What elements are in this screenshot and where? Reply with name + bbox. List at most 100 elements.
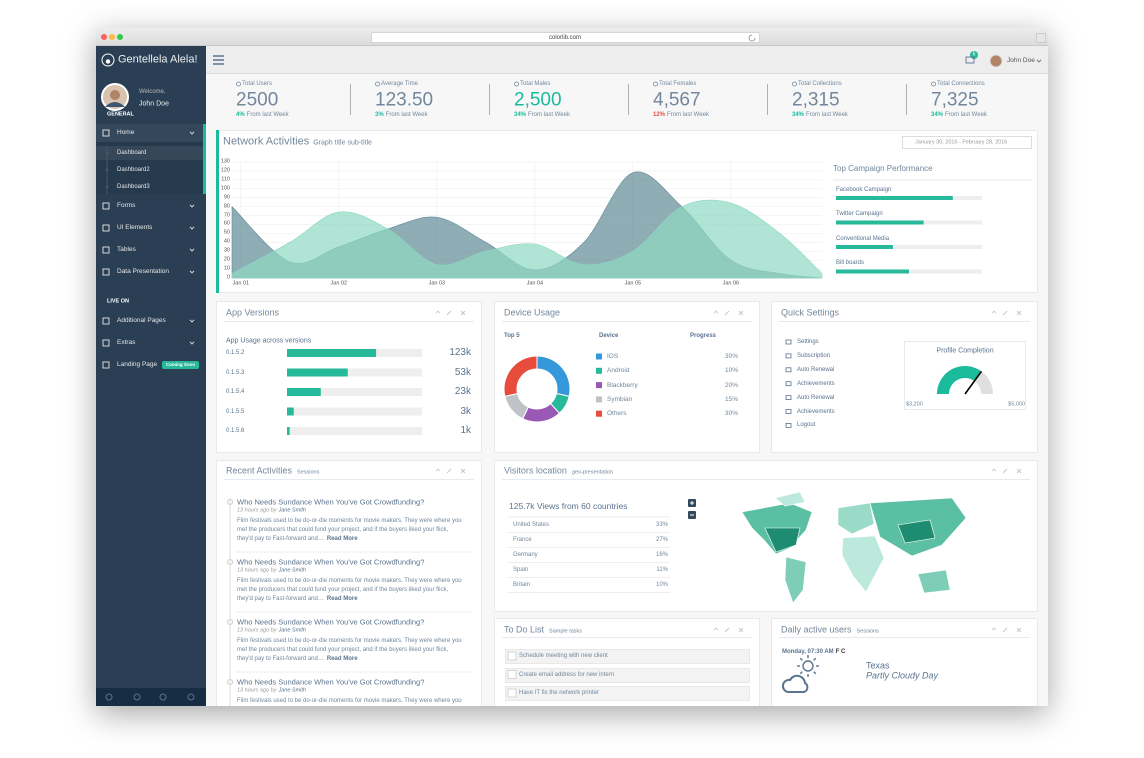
sun-ray	[813, 671, 817, 675]
stat-divider	[767, 84, 768, 115]
menu-item[interactable]: Additional Pages	[117, 316, 166, 324]
panel-header: Recent Activities Sessions	[226, 466, 319, 476]
activity-author[interactable]: Jane Smith	[278, 567, 306, 574]
stat-change-value: 34%	[514, 112, 527, 118]
activity-text: Film festivals used to be do-or-die mome…	[237, 578, 462, 603]
profile-box	[904, 341, 1026, 410]
avatar-head	[110, 90, 120, 100]
panel-subtitle: Sample tasks	[549, 628, 583, 635]
menu-item[interactable]: Extras	[117, 338, 136, 346]
submenu-item[interactable]: Dashboard2	[117, 167, 150, 173]
chevron	[991, 310, 997, 314]
version-track	[287, 368, 422, 377]
user-menu[interactable]: John Doe	[1007, 56, 1035, 64]
chevron	[189, 204, 195, 208]
submenu-item[interactable]: Dashboard	[117, 150, 147, 156]
version-bar	[287, 407, 294, 416]
menu-item[interactable]: Forms	[117, 201, 136, 209]
checkbox	[507, 670, 517, 679]
date: Monday, 07:30 AM	[782, 649, 834, 655]
url-bar	[371, 32, 760, 43]
y-tick-label: 120	[220, 167, 230, 174]
setting-link[interactable]: Settings	[797, 339, 819, 345]
todo-text[interactable]: Schedule meeting with new client	[519, 653, 608, 659]
y-tick-label: 0	[226, 274, 230, 281]
version-track	[287, 388, 422, 396]
topbar	[206, 46, 1048, 74]
setting-link[interactable]: Subscription	[797, 352, 831, 359]
activity-title[interactable]: Who Needs Sundance When You've Got Crowd…	[237, 677, 425, 687]
chevron	[189, 270, 195, 274]
avatar-body	[105, 102, 125, 107]
x-tick-label: Jan 06	[722, 280, 740, 287]
panel-header: To Do List Sample tasks	[504, 625, 582, 635]
menu-icon	[102, 246, 110, 254]
menu-item[interactable]: Tables	[117, 245, 136, 253]
panel-header: Visitors location geo-presentation	[504, 466, 613, 476]
version-bar	[287, 349, 377, 357]
version-bar	[287, 427, 290, 435]
tool-wrench	[724, 627, 730, 633]
chevron	[713, 310, 719, 314]
menu-item[interactable]: Data Presentation	[117, 267, 170, 275]
device-percent: 30%	[724, 409, 738, 417]
paw	[105, 59, 111, 64]
panel-title: App Versions	[226, 307, 280, 318]
device-usage-panel	[494, 301, 760, 453]
panel-header: Quick Settings	[781, 308, 844, 318]
sidebar-footer	[96, 688, 206, 706]
chevron	[1036, 59, 1042, 63]
activity-title[interactable]: Who Needs Sundance When You've Got Crowd…	[237, 497, 425, 507]
activity-author[interactable]: Jane Smith	[278, 687, 306, 694]
panel-header: Network Activities Graph title sub-title	[223, 136, 372, 148]
submenu-item[interactable]: Dashboard3	[117, 184, 150, 190]
campaign-bar	[836, 245, 893, 249]
activity-title[interactable]: Who Needs Sundance When You've Got Crowd…	[237, 617, 425, 627]
stat-change-value: 12%	[653, 112, 666, 118]
panel-header: Daily active users Sessions	[781, 625, 879, 635]
device-name: Android	[607, 367, 630, 375]
todo-text[interactable]: Create email address for new intern	[519, 671, 615, 678]
map-region	[841, 535, 885, 593]
read-more[interactable]: Read More	[326, 596, 358, 603]
todo-text[interactable]: Have IT fix the network printer	[519, 690, 599, 696]
legend-swatch	[596, 353, 602, 360]
x-tick-label: Jan 05	[624, 280, 642, 287]
activity-title[interactable]: Who Needs Sundance When You've Got Crowd…	[237, 557, 425, 567]
setting-link[interactable]: Auto Renewal	[797, 366, 835, 373]
panel-divider	[502, 321, 752, 322]
menu-icon	[102, 317, 110, 325]
version-label: 0.1.5.3	[226, 369, 245, 376]
menu-item[interactable]: Landing Page	[117, 360, 158, 368]
reload-icon	[748, 34, 756, 42]
tool-close	[738, 310, 744, 316]
stat-note: From last Week	[246, 112, 289, 118]
area	[231, 199, 823, 279]
setting-icon	[785, 367, 792, 373]
read-more[interactable]: Read More	[326, 536, 358, 543]
read-more[interactable]: Read More	[326, 656, 358, 663]
setting-link[interactable]: Logout	[797, 422, 816, 429]
activity-author[interactable]: Jane Smith	[278, 627, 306, 634]
country: Germany	[513, 552, 538, 558]
campaign-name: Bill boards	[836, 260, 865, 266]
menu-icon	[102, 361, 110, 369]
menu-item[interactable]: Home	[117, 128, 135, 136]
stat-change-value: 34%	[792, 112, 805, 118]
device-percent: 10%	[724, 367, 738, 375]
country-percent: 27%	[655, 537, 668, 543]
activity-author[interactable]: Jane Smith	[278, 507, 306, 514]
setting-link[interactable]: Achievements	[797, 408, 835, 415]
units[interactable]: F C	[835, 649, 846, 655]
setting-link[interactable]: Auto Renewal	[797, 394, 835, 401]
version-usage: 53k	[454, 366, 471, 378]
menu-item[interactable]: UI Elements	[117, 223, 153, 231]
device-percent: 20%	[724, 381, 738, 389]
user-name: John Doe	[139, 100, 169, 108]
setting-link[interactable]: Achievements	[797, 380, 835, 387]
date-range-text[interactable]: January 30, 2016 - February 28, 2016	[915, 138, 1008, 145]
country: Britain	[513, 582, 531, 588]
user-avatar	[989, 54, 1003, 68]
stat-icon	[653, 81, 658, 87]
gauge-max: $5,000	[1008, 401, 1025, 408]
